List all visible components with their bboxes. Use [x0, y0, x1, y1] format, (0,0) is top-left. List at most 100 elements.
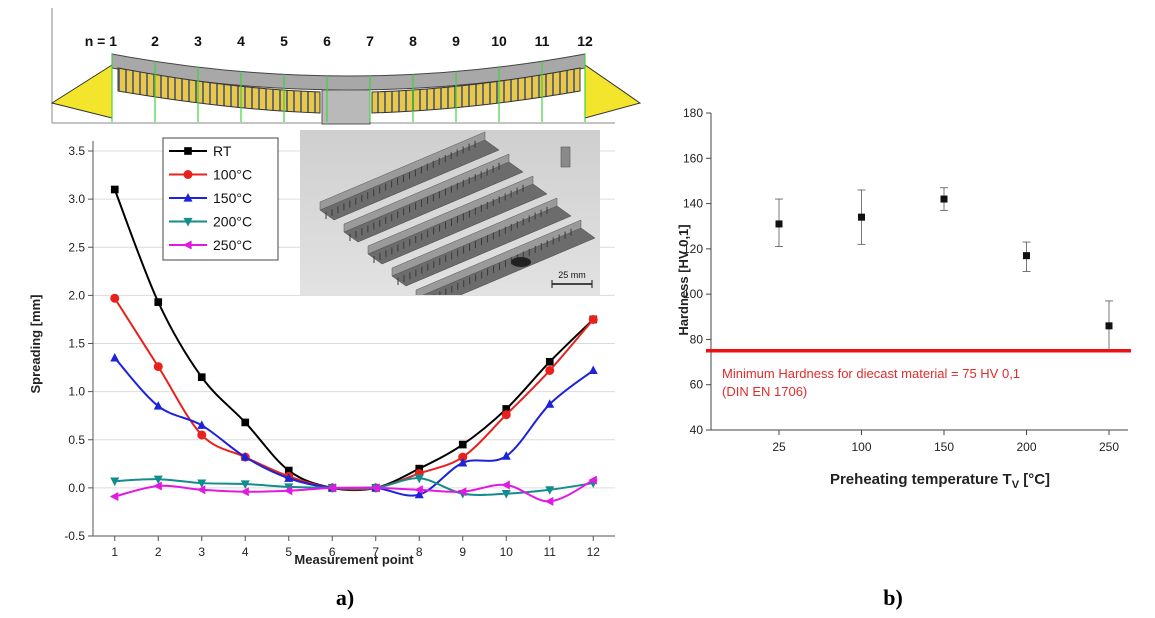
data-point — [414, 489, 424, 499]
hardness-point — [775, 198, 783, 247]
data-point — [153, 362, 163, 372]
x-tick-label: 6 — [329, 545, 336, 559]
data-point — [197, 430, 207, 440]
data-point — [940, 195, 948, 203]
y-tick-label-b: 60 — [690, 378, 704, 392]
series-250°C — [109, 475, 597, 506]
data-point — [284, 473, 294, 482]
data-point — [109, 492, 119, 502]
data-point — [501, 410, 511, 420]
data-point — [457, 487, 467, 497]
y-tick-label-b: 180 — [683, 106, 703, 120]
y-tick-label: 2.5 — [68, 240, 85, 254]
data-point — [110, 477, 120, 487]
x-tick-label: 2 — [155, 545, 162, 559]
panel-label-b: b) — [883, 585, 903, 610]
x-tick-label: 4 — [242, 545, 249, 559]
y-tick-label-b: 140 — [683, 197, 703, 211]
y-tick-label: 0.0 — [68, 481, 85, 495]
chart-a: -0.50.00.51.01.52.02.53.03.51 2 3 4 5 6 7 8 9 10 1… — [28, 137, 615, 567]
chart-b: 40 60 80 100 120 140 160 180 25 100 150 200 250 Mini… — [676, 106, 1131, 491]
x-tick-label: 12 — [587, 545, 601, 559]
y-tick-label-b: 40 — [690, 423, 704, 437]
panel-label-a: a) — [336, 585, 354, 610]
data-point — [327, 483, 336, 493]
data-point — [183, 193, 193, 202]
left-fins — [117, 67, 321, 114]
data-point — [240, 487, 249, 497]
data-point — [501, 451, 511, 460]
data-point — [414, 474, 424, 484]
measure-point-label: 5 — [280, 33, 288, 49]
y-tick-label: 3.5 — [68, 144, 85, 158]
data-point — [183, 217, 193, 227]
data-point — [501, 490, 511, 499]
data-point — [240, 480, 250, 489]
hardness-point — [940, 187, 948, 211]
data-point — [153, 475, 163, 485]
data-point — [544, 496, 554, 506]
data-point — [197, 373, 206, 382]
data-point — [284, 483, 294, 492]
y-axis-label: Spreading [mm] — [28, 295, 43, 394]
data-point — [775, 220, 783, 228]
legend-label: 100°C — [213, 167, 252, 183]
hardness-point — [1105, 300, 1113, 352]
hardness-point — [1022, 241, 1031, 272]
y-tick-label-b: 120 — [683, 242, 703, 256]
schematic: n = 1 2 3 4 5 6 7 8 9 10 11 12 — [50, 8, 642, 125]
data-point — [240, 452, 250, 461]
data-point — [197, 479, 207, 489]
right-fins — [371, 67, 581, 114]
legend-label: 250°C — [213, 237, 252, 253]
data-point — [110, 185, 119, 194]
right-support — [584, 64, 642, 119]
measure-point-label: 12 — [577, 33, 593, 49]
data-point — [502, 405, 511, 413]
y-tick-label: 2.0 — [68, 288, 85, 302]
x-tick-label: 3 — [198, 545, 205, 559]
y-tick-label: 1.5 — [68, 337, 85, 351]
scale-label: 25 mm — [558, 270, 586, 280]
x-tick-label-b: 25 — [772, 440, 786, 454]
data-point — [1105, 322, 1113, 330]
data-point — [241, 418, 250, 427]
x-tick-label-b: 200 — [1016, 440, 1036, 454]
measure-point-label: n = 1 — [85, 33, 118, 49]
series-line — [114, 357, 594, 497]
x-tick-label: 8 — [416, 545, 423, 559]
data-point — [415, 464, 424, 473]
data-point — [197, 420, 207, 429]
data-point — [458, 457, 468, 467]
legend-label: 200°C — [213, 214, 252, 230]
data-point — [588, 365, 598, 375]
data-point — [545, 399, 555, 408]
x-tick-label: 11 — [544, 545, 557, 559]
data-point — [183, 240, 192, 250]
x-tick-label: 5 — [285, 545, 292, 559]
photo-inset: 25 mm — [300, 130, 600, 295]
test-pin — [560, 146, 571, 168]
data-point — [501, 480, 510, 490]
data-point — [183, 170, 193, 179]
data-point — [414, 485, 423, 495]
x-tick-label-b: 250 — [1099, 440, 1119, 454]
x-tick-label: 7 — [372, 545, 379, 559]
legend: RT 100°C 150°C 200°C 250°C — [162, 137, 279, 261]
data-point — [283, 486, 293, 496]
y-tick-label-b: 100 — [683, 287, 703, 301]
data-point — [154, 298, 163, 306]
series-line — [114, 477, 594, 496]
data-point — [1023, 252, 1030, 260]
hardness-point — [857, 189, 866, 245]
x-axis-label-b: Preheating temperature TV [°C] — [830, 471, 1050, 491]
legend-label: RT — [213, 143, 232, 159]
data-point — [110, 293, 120, 303]
y-tick-label-b: 80 — [690, 332, 704, 346]
measure-point-label: 6 — [323, 33, 331, 49]
measure-point-label: 4 — [237, 33, 245, 49]
y-tick-label: -0.5 — [64, 529, 85, 543]
y-tick-label: 1.0 — [68, 385, 85, 399]
data-point — [458, 440, 467, 449]
